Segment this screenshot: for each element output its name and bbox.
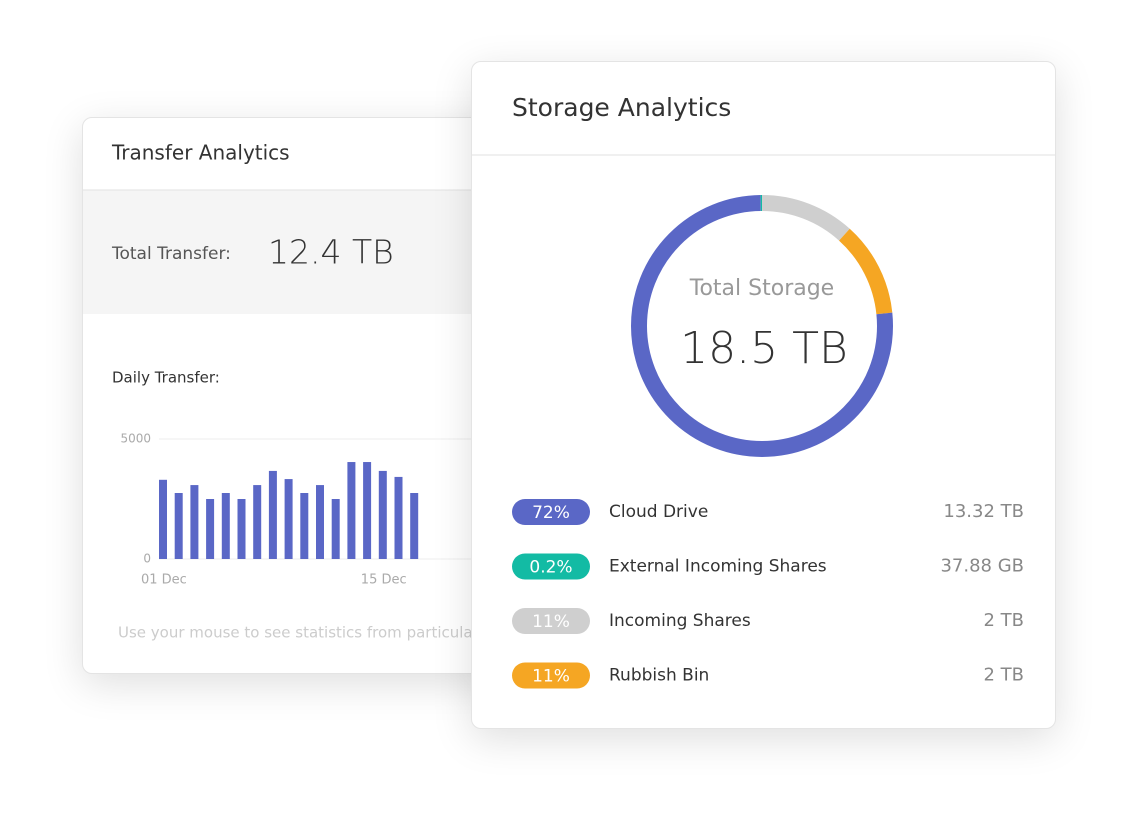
percent-pill	[512, 662, 590, 689]
y-tick-label: 5000	[120, 432, 151, 446]
bar	[284, 479, 293, 559]
percent-label: 0.2%	[529, 558, 572, 578]
donut-segment	[631, 195, 893, 457]
storage-panel: Storage Analytics Total Storage 18.5 TB …	[472, 93, 1055, 689]
total-label: Total Transfer:	[111, 244, 231, 264]
legend-name: Incoming Shares	[609, 611, 751, 631]
chart-label: Daily Transfer:	[112, 369, 220, 387]
bar	[174, 493, 183, 559]
bar	[206, 499, 215, 559]
percent-label: 11%	[532, 667, 570, 687]
percent-label: 11%	[532, 612, 570, 632]
legend-name: Rubbish Bin	[609, 666, 709, 686]
percent-pill	[512, 553, 590, 580]
percent-label: 72%	[532, 503, 570, 523]
bar	[159, 479, 167, 559]
bar	[221, 493, 230, 559]
legend-size: 2 TB	[983, 610, 1024, 631]
hint: Use your mouse to see statistics from pa…	[118, 624, 519, 642]
legend-name: External Incoming Shares	[609, 557, 827, 577]
percent-pill	[512, 608, 590, 634]
storage-card: Storage Analytics Total Storage 18.5 TB …	[471, 61, 1056, 729]
bar	[316, 485, 324, 559]
legend-size: 13.32 TB	[943, 501, 1024, 522]
donut-value: 18.5 TB	[680, 323, 848, 374]
bar	[394, 476, 403, 559]
bar	[363, 462, 372, 559]
bar	[410, 493, 419, 559]
card-title: Storage Analytics	[512, 93, 731, 122]
bar	[190, 485, 199, 559]
legend-size: 37.88 GB	[940, 556, 1024, 577]
transfer-panel: Transfer Analytics Total Transfer: 12.4 …	[83, 141, 603, 642]
bar	[268, 470, 277, 559]
total-value: 12.4 TB	[268, 233, 394, 272]
percent-pill	[512, 499, 590, 525]
bar	[347, 462, 356, 559]
y-tick-label: 0	[143, 552, 151, 566]
x-tick-label: 15 Dec	[361, 573, 407, 588]
bar	[253, 485, 262, 559]
legend-size: 2 TB	[983, 665, 1024, 686]
legend-name: Cloud Drive	[609, 502, 708, 522]
x-tick-label: 01 Dec	[141, 573, 187, 588]
bar	[378, 470, 387, 559]
donut-segment	[631, 195, 893, 457]
bar	[331, 499, 340, 559]
card-title: Transfer Analytics	[111, 141, 290, 165]
donut-label: Total Storage	[689, 276, 834, 301]
bar	[300, 493, 309, 559]
bar	[237, 499, 246, 559]
